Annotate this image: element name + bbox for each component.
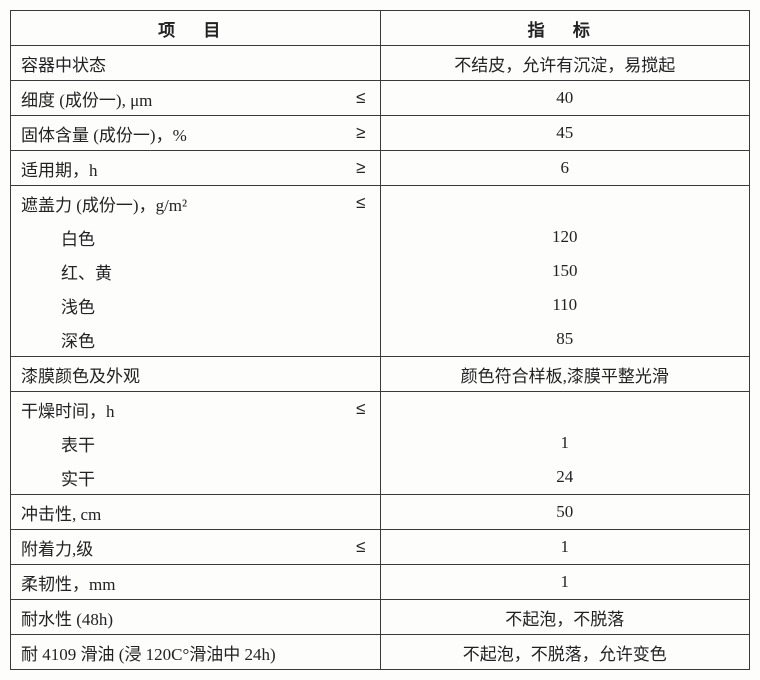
table-row: 实干 24 — [11, 460, 750, 495]
value-cell: 1 — [380, 565, 750, 600]
table-row: 浅色 110 — [11, 288, 750, 322]
item-cell: 深色 — [11, 322, 381, 357]
item-label: 柔韧性，mm — [21, 575, 115, 594]
item-cell: 漆膜颜色及外观 — [11, 357, 381, 392]
value-cell: 150 — [380, 254, 750, 288]
item-cell: 遮盖力 (成份一)，g/m² ≤ — [11, 186, 381, 221]
item-label: 容器中状态 — [21, 56, 106, 75]
value-cell: 120 — [380, 220, 750, 254]
item-label: 附着力,级 — [21, 540, 93, 559]
table-row: 耐水性 (48h) 不起泡，不脱落 — [11, 600, 750, 635]
table-row: 漆膜颜色及外观 颜色符合样板,漆膜平整光滑 — [11, 357, 750, 392]
item-cell: 浅色 — [11, 288, 381, 322]
value-cell: 不结皮，允许有沉淀，易搅起 — [380, 46, 750, 81]
value-cell — [380, 392, 750, 427]
operator: ≤ — [356, 399, 365, 419]
value-cell: 6 — [380, 151, 750, 186]
value-cell: 24 — [380, 460, 750, 495]
item-label: 耐水性 (48h) — [21, 610, 113, 629]
value-cell: 颜色符合样板,漆膜平整光滑 — [380, 357, 750, 392]
value-cell: 45 — [380, 116, 750, 151]
value-cell: 1 — [380, 426, 750, 460]
item-label: 漆膜颜色及外观 — [21, 367, 140, 386]
value-cell: 1 — [380, 530, 750, 565]
table-row: 干燥时间，h ≤ — [11, 392, 750, 427]
item-label: 浅色 — [21, 293, 95, 318]
item-cell: 冲击性, cm — [11, 495, 381, 530]
operator: ≤ — [356, 537, 365, 557]
item-cell: 附着力,级 ≤ — [11, 530, 381, 565]
table-row: 固体含量 (成份一)，% ≥45 — [11, 116, 750, 151]
item-cell: 适用期，h ≥ — [11, 151, 381, 186]
operator: ≥ — [356, 123, 365, 143]
table-row: 柔韧性，mm 1 — [11, 565, 750, 600]
value-cell — [380, 186, 750, 221]
item-label: 适用期，h — [21, 161, 98, 180]
table-row: 红、黄 150 — [11, 254, 750, 288]
table-row: 附着力,级 ≤1 — [11, 530, 750, 565]
item-label: 耐 4109 滑油 (浸 120C°滑油中 24h) — [21, 645, 276, 664]
item-label: 表干 — [21, 431, 95, 456]
item-label: 遮盖力 (成份一)，g/m² — [21, 196, 187, 215]
table-row: 遮盖力 (成份一)，g/m² ≤ — [11, 186, 750, 221]
item-cell: 干燥时间，h ≤ — [11, 392, 381, 427]
item-label: 细度 (成份一), μm — [21, 91, 152, 110]
header-item: 项 目 — [11, 11, 381, 46]
value-cell: 50 — [380, 495, 750, 530]
item-cell: 耐 4109 滑油 (浸 120C°滑油中 24h) — [11, 635, 381, 670]
value-cell: 85 — [380, 322, 750, 357]
table-row: 冲击性, cm 50 — [11, 495, 750, 530]
item-label: 实干 — [21, 465, 95, 490]
header-value: 指 标 — [380, 11, 750, 46]
item-cell: 红、黄 — [11, 254, 381, 288]
table-row: 白色 120 — [11, 220, 750, 254]
item-cell: 实干 — [11, 460, 381, 495]
item-label: 冲击性, cm — [21, 505, 101, 524]
item-label: 固体含量 (成份一)，% — [21, 126, 187, 145]
header-row: 项 目 指 标 — [11, 11, 750, 46]
value-cell: 不起泡，不脱落 — [380, 600, 750, 635]
value-cell: 110 — [380, 288, 750, 322]
item-label: 深色 — [21, 327, 95, 352]
table-row: 容器中状态 不结皮，允许有沉淀，易搅起 — [11, 46, 750, 81]
item-cell: 表干 — [11, 426, 381, 460]
item-cell: 耐水性 (48h) — [11, 600, 381, 635]
spec-table: 项 目 指 标 容器中状态 不结皮，允许有沉淀，易搅起细度 (成份一), μm ≤4… — [10, 10, 750, 670]
table-row: 耐 4109 滑油 (浸 120C°滑油中 24h) 不起泡，不脱落，允许变色 — [11, 635, 750, 670]
item-cell: 白色 — [11, 220, 381, 254]
value-cell: 不起泡，不脱落，允许变色 — [380, 635, 750, 670]
table-row: 深色 85 — [11, 322, 750, 357]
operator: ≥ — [356, 158, 365, 178]
table-row: 适用期，h ≥6 — [11, 151, 750, 186]
item-cell: 柔韧性，mm — [11, 565, 381, 600]
operator: ≤ — [356, 88, 365, 108]
table-row: 细度 (成份一), μm ≤40 — [11, 81, 750, 116]
item-cell: 细度 (成份一), μm ≤ — [11, 81, 381, 116]
value-cell: 40 — [380, 81, 750, 116]
operator: ≤ — [356, 193, 365, 213]
item-cell: 固体含量 (成份一)，% ≥ — [11, 116, 381, 151]
item-label: 红、黄 — [21, 259, 112, 284]
item-cell: 容器中状态 — [11, 46, 381, 81]
table-row: 表干 1 — [11, 426, 750, 460]
item-label: 干燥时间，h — [21, 402, 115, 421]
item-label: 白色 — [21, 225, 95, 250]
